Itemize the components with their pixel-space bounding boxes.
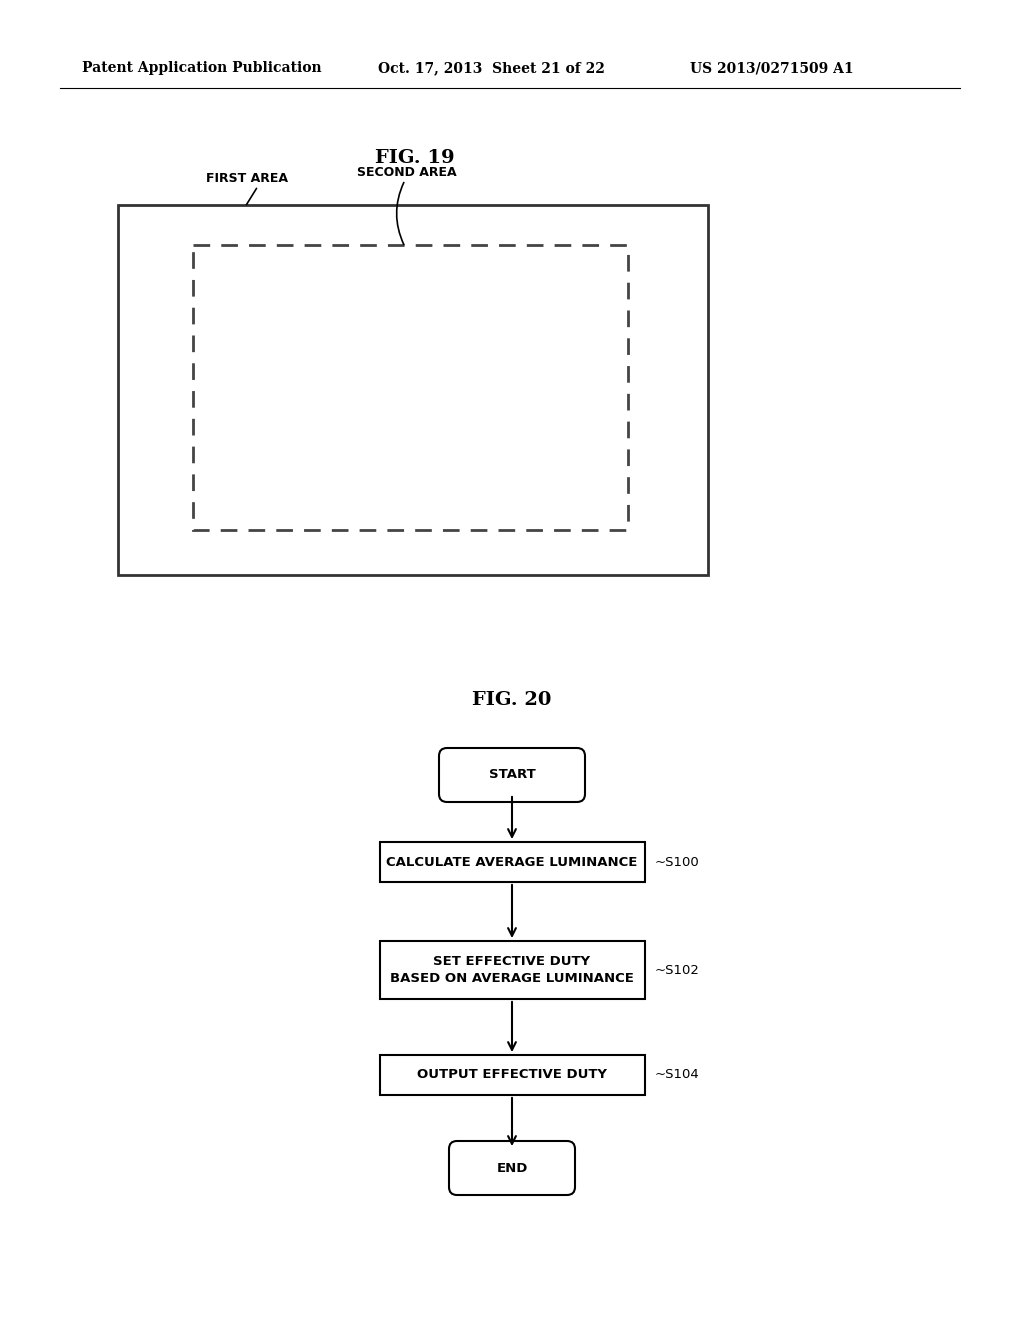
Text: ~S100: ~S100 (654, 855, 699, 869)
Text: END: END (497, 1162, 527, 1175)
FancyBboxPatch shape (449, 1140, 575, 1195)
Text: OUTPUT EFFECTIVE DUTY: OUTPUT EFFECTIVE DUTY (417, 1068, 607, 1081)
Text: US 2013/0271509 A1: US 2013/0271509 A1 (690, 61, 854, 75)
Text: Patent Application Publication: Patent Application Publication (82, 61, 322, 75)
Text: Oct. 17, 2013  Sheet 21 of 22: Oct. 17, 2013 Sheet 21 of 22 (378, 61, 605, 75)
Text: SECOND AREA: SECOND AREA (357, 165, 457, 178)
Bar (118, 205, 708, 576)
Bar (193, 246, 628, 531)
Text: SET EFFECTIVE DUTY
BASED ON AVERAGE LUMINANCE: SET EFFECTIVE DUTY BASED ON AVERAGE LUMI… (390, 954, 634, 985)
Bar (380, 842, 644, 882)
Text: START: START (488, 768, 536, 781)
FancyBboxPatch shape (439, 748, 585, 803)
Text: FIG. 20: FIG. 20 (472, 690, 552, 709)
Text: CALCULATE AVERAGE LUMINANCE: CALCULATE AVERAGE LUMINANCE (386, 855, 638, 869)
Bar (380, 1055, 644, 1096)
Bar (380, 941, 644, 999)
Text: FIG. 19: FIG. 19 (375, 149, 455, 168)
Text: ~S104: ~S104 (654, 1068, 699, 1081)
Text: ~S102: ~S102 (654, 964, 699, 977)
Text: FIRST AREA: FIRST AREA (206, 172, 288, 185)
